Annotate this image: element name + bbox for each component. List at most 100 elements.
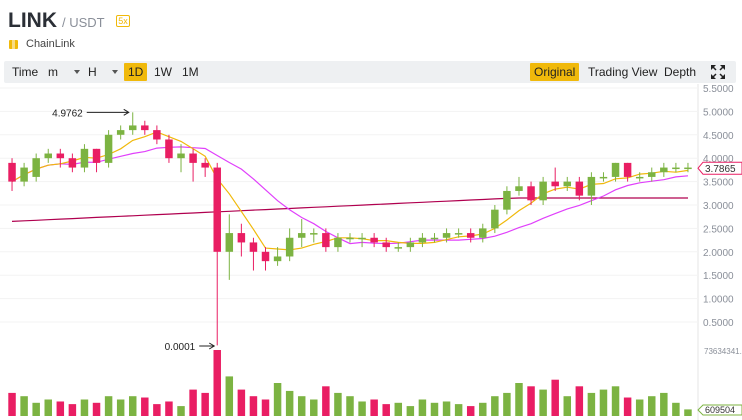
view-depth[interactable]: Depth [664, 65, 697, 79]
interval-1w[interactable]: 1W [154, 65, 172, 79]
candle-body [141, 125, 149, 131]
candle-body [32, 158, 40, 177]
candle-body [382, 242, 390, 248]
candle-body [310, 233, 318, 235]
candle-body [418, 237, 427, 243]
candle-body [297, 233, 306, 238]
volume-bar [346, 396, 354, 416]
hour-dropdown-icon[interactable] [112, 70, 118, 74]
candle-body [539, 181, 547, 201]
volume-bar [104, 396, 113, 416]
candle-body [56, 153, 65, 159]
price-tick-label: 1.5000 [703, 271, 734, 282]
candle-body [479, 228, 487, 238]
candle-body [104, 134, 113, 163]
volume-bar [503, 392, 511, 416]
volume-bar [635, 399, 644, 416]
volume-bar [491, 396, 499, 416]
price-tick-label: 1.0000 [703, 295, 734, 306]
coin-icon [9, 39, 18, 49]
volume-bar [539, 389, 547, 416]
volume-bar [8, 392, 16, 416]
volume-bar [249, 396, 258, 416]
volume-bar [310, 399, 318, 416]
fullscreen-icon[interactable] [710, 64, 726, 80]
leverage-badge[interactable]: 5x [116, 15, 130, 27]
candle-body [189, 153, 197, 163]
volume-bar [80, 399, 89, 416]
volume-bar [515, 383, 523, 416]
price-axis: 5.5000 5.0000 4.5000 4.0000 3.5000 3.0000 2.50… [697, 84, 742, 416]
interval-1d[interactable]: 1D [124, 63, 148, 81]
time-button[interactable]: Time [12, 65, 39, 79]
volume-bar [261, 399, 270, 416]
volume-bar [20, 396, 28, 416]
volume-bar [623, 397, 632, 416]
volume-bar [92, 402, 101, 416]
candle-body [285, 237, 294, 257]
candle-body [153, 130, 161, 140]
candle-body [201, 162, 209, 168]
volume-bar [297, 396, 306, 416]
pair-base: LINK [8, 9, 57, 32]
volume-current-tag [697, 404, 742, 416]
volume-bar [454, 404, 463, 416]
candle-body [406, 242, 415, 248]
candle-body [322, 233, 330, 248]
hour-select[interactable]: H [88, 65, 97, 79]
candle-body [80, 148, 89, 168]
volume-current-label: 609504 [705, 405, 735, 415]
interval-1m[interactable]: 1M [182, 65, 199, 79]
ma-slow-line [11, 197, 688, 222]
view-trading-view[interactable]: Trading View [588, 65, 658, 79]
candle-body [68, 158, 77, 168]
volume-bar [479, 402, 487, 416]
candle-body [611, 162, 620, 177]
volume-bar [418, 399, 427, 416]
pair-quote: / USDT [62, 15, 105, 30]
pair-header: LINK / USDT 5x ChainLink [0, 0, 742, 60]
candle-body [116, 130, 125, 135]
candle-body [249, 242, 258, 252]
candle-body [672, 167, 680, 170]
annotations: 4.9762 0.0001 [52, 108, 216, 353]
volume-bar [141, 397, 149, 416]
candle-body [563, 181, 572, 187]
candle-body [503, 190, 511, 210]
volume-bar [442, 401, 451, 416]
candle-body [237, 233, 246, 243]
volume-bar [153, 404, 161, 416]
volume-bar [273, 383, 282, 416]
volume-bar [394, 402, 403, 416]
minute-select[interactable]: m [48, 65, 58, 79]
coin-name: ChainLink [9, 38, 75, 50]
candlestick-chart[interactable]: 5.5000 5.0000 4.5000 4.0000 3.5000 3.0000 2.50… [0, 84, 742, 420]
volume-bar [44, 399, 52, 416]
minute-dropdown-icon[interactable] [74, 70, 80, 74]
chart-toolbar: Time m H 1D 1W 1M Original Trading View … [4, 61, 736, 83]
volume-bar [189, 389, 197, 416]
view-original[interactable]: Original [530, 63, 580, 81]
volume-bar [56, 401, 65, 416]
volume-bar [370, 399, 378, 416]
volume-bar [285, 390, 294, 416]
price-tick-label: 0.5000 [703, 318, 734, 329]
candle-body [466, 233, 475, 238]
volume-bar [225, 376, 234, 416]
price-tick-label: 2.0000 [703, 248, 734, 259]
candle-body [684, 167, 692, 170]
last-price-tag [697, 161, 742, 175]
volume-bar [684, 409, 692, 416]
candle-body [491, 209, 499, 229]
last-price-label: 3.7865 [705, 164, 736, 175]
volume-bar [466, 406, 475, 416]
volume-bar [165, 401, 173, 416]
volume-bar [382, 404, 390, 416]
candle-body [358, 237, 366, 240]
candle-body [213, 167, 221, 252]
volume-bar [599, 389, 608, 416]
volume-bar [358, 401, 366, 416]
volume-bar [68, 404, 77, 416]
candle-body [454, 233, 463, 235]
volume-bar [587, 392, 596, 416]
